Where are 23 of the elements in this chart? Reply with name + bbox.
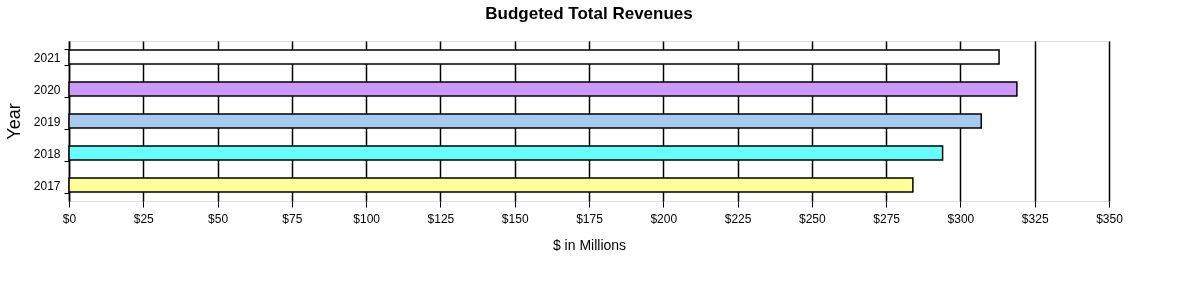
x-tick-label: $175 — [576, 211, 604, 226]
x-tick-label: $225 — [724, 211, 752, 226]
x-tick-label: $350 — [1096, 211, 1124, 226]
y-tick-label: 2019 — [33, 114, 61, 129]
x-tick-label: $200 — [650, 211, 678, 226]
x-tick-label: $325 — [1021, 211, 1049, 226]
y-tick-label: 2018 — [33, 146, 61, 161]
y-tick-label: 2017 — [33, 178, 61, 193]
x-tick-label: $100 — [353, 211, 381, 226]
y-axis-title: Year — [3, 103, 24, 140]
x-tick-label: $250 — [799, 211, 827, 226]
y-tick-label: 2020 — [33, 82, 61, 97]
y-tick-label: 2021 — [33, 50, 61, 65]
x-tick-label: $125 — [427, 211, 455, 226]
x-tick-label: $50 — [208, 211, 229, 226]
x-tick-label: $275 — [873, 211, 901, 226]
x-tick-label: $300 — [947, 211, 975, 226]
chart-title: Budgeted Total Revenues — [485, 4, 693, 23]
x-tick-label: $25 — [133, 211, 155, 226]
x-tick-label: $150 — [501, 211, 529, 226]
x-tick-label: $0 — [62, 211, 77, 226]
x-axis-title: $ in Millions — [552, 236, 627, 253]
x-tick-label: $75 — [282, 211, 303, 226]
